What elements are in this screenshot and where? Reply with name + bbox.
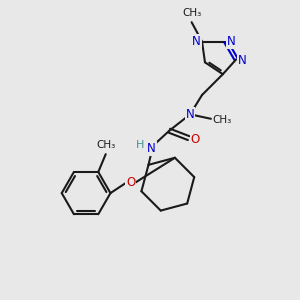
Text: N: N	[192, 35, 201, 48]
Text: N: N	[238, 54, 247, 67]
Text: N: N	[186, 108, 194, 121]
Text: N: N	[227, 35, 236, 48]
Text: H: H	[136, 140, 144, 150]
Text: N: N	[147, 142, 156, 155]
Text: CH₃: CH₃	[96, 140, 115, 150]
Text: CH₃: CH₃	[182, 8, 201, 18]
Text: O: O	[126, 176, 135, 189]
Text: O: O	[190, 133, 200, 146]
Text: CH₃: CH₃	[213, 115, 232, 125]
